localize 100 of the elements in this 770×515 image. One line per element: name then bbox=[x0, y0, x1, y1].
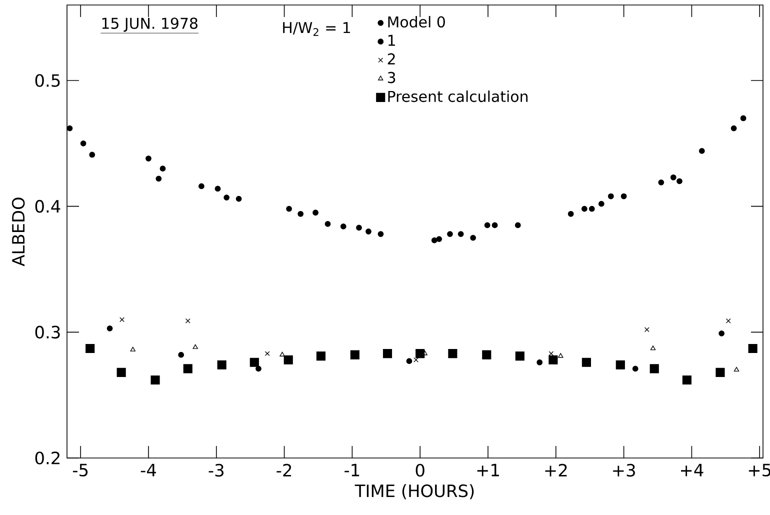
point bbox=[414, 357, 418, 362]
point bbox=[431, 237, 438, 244]
point bbox=[80, 140, 86, 146]
point bbox=[726, 318, 731, 324]
point bbox=[130, 346, 136, 352]
legend-label: 2 bbox=[388, 53, 395, 64]
y-axis-title: ALBEDO bbox=[12, 198, 25, 266]
point bbox=[366, 228, 372, 234]
point bbox=[217, 360, 226, 370]
point bbox=[650, 346, 656, 350]
point bbox=[256, 366, 262, 372]
point bbox=[588, 206, 595, 212]
point bbox=[698, 148, 705, 154]
point bbox=[89, 152, 96, 158]
point bbox=[378, 231, 384, 237]
y-tick-label: 0.2 bbox=[35, 452, 60, 464]
point bbox=[582, 358, 591, 367]
point bbox=[740, 115, 746, 122]
point bbox=[482, 350, 492, 360]
legend-label: Model 0 bbox=[388, 16, 445, 28]
point bbox=[492, 222, 498, 228]
x-tick-label: +4 bbox=[681, 464, 704, 476]
legend-label: Present calculation bbox=[388, 90, 528, 102]
point bbox=[616, 360, 625, 370]
point bbox=[484, 222, 490, 228]
legend-label: 3 bbox=[388, 72, 396, 84]
point bbox=[264, 351, 270, 356]
point bbox=[608, 193, 614, 200]
y-tick-label: 0.4 bbox=[35, 200, 60, 213]
x-tick-label: 0 bbox=[416, 464, 424, 477]
point bbox=[356, 224, 362, 231]
point bbox=[236, 196, 242, 202]
point bbox=[350, 350, 360, 360]
point bbox=[183, 364, 192, 374]
point bbox=[192, 344, 198, 349]
x-tick-label: +3 bbox=[613, 464, 635, 477]
y-tick-label: 0.5 bbox=[35, 74, 60, 87]
point bbox=[447, 231, 453, 237]
point bbox=[598, 200, 604, 207]
point bbox=[734, 366, 740, 372]
point bbox=[682, 375, 692, 385]
point bbox=[66, 125, 73, 132]
point bbox=[286, 206, 292, 212]
point bbox=[316, 352, 326, 361]
x-tick-label: -2 bbox=[276, 464, 292, 476]
point bbox=[156, 176, 162, 182]
point bbox=[558, 353, 564, 358]
x-tick-label: +1 bbox=[477, 464, 499, 476]
point bbox=[670, 174, 676, 180]
point bbox=[718, 330, 725, 336]
point bbox=[116, 368, 126, 377]
point bbox=[86, 344, 95, 354]
point bbox=[470, 234, 476, 241]
x-tick-label: -5 bbox=[72, 464, 88, 476]
x-axis-title: TIME (HOURS) bbox=[354, 484, 474, 500]
x-tick-label: -4 bbox=[140, 464, 156, 476]
point bbox=[658, 179, 664, 186]
x-tick-label: -3 bbox=[208, 464, 224, 477]
point bbox=[458, 231, 464, 237]
point bbox=[224, 194, 230, 200]
point bbox=[416, 349, 425, 358]
point bbox=[382, 349, 392, 358]
point bbox=[730, 125, 737, 132]
point bbox=[146, 156, 152, 162]
point bbox=[324, 221, 331, 227]
point bbox=[581, 206, 588, 212]
point bbox=[312, 210, 318, 216]
point bbox=[185, 318, 190, 324]
point bbox=[514, 222, 521, 228]
point bbox=[280, 352, 285, 356]
point bbox=[406, 358, 412, 364]
point bbox=[748, 344, 758, 354]
point bbox=[676, 178, 682, 184]
point bbox=[650, 364, 659, 374]
point bbox=[250, 358, 259, 367]
point bbox=[178, 352, 184, 358]
point bbox=[548, 355, 558, 364]
annotation: 15 JUN. 1978 bbox=[102, 18, 198, 32]
x-tick-label: +2 bbox=[545, 464, 567, 476]
legend-label: 1 bbox=[388, 34, 395, 46]
point bbox=[298, 210, 304, 217]
point bbox=[150, 375, 160, 385]
point bbox=[340, 224, 346, 230]
point bbox=[198, 183, 204, 190]
point bbox=[515, 352, 524, 361]
point bbox=[632, 366, 638, 372]
point bbox=[214, 186, 221, 192]
x-tick-label: -1 bbox=[344, 464, 360, 476]
point bbox=[568, 210, 574, 217]
point bbox=[160, 166, 166, 172]
point bbox=[620, 193, 627, 200]
y-tick-label: 0.3 bbox=[35, 326, 60, 339]
point bbox=[448, 349, 458, 358]
point bbox=[644, 327, 650, 332]
annotation: H/W$_{2}$ = 1 bbox=[283, 22, 350, 36]
point bbox=[120, 317, 124, 322]
point bbox=[436, 236, 442, 242]
point bbox=[106, 325, 113, 332]
point bbox=[284, 355, 293, 364]
point bbox=[536, 359, 543, 366]
